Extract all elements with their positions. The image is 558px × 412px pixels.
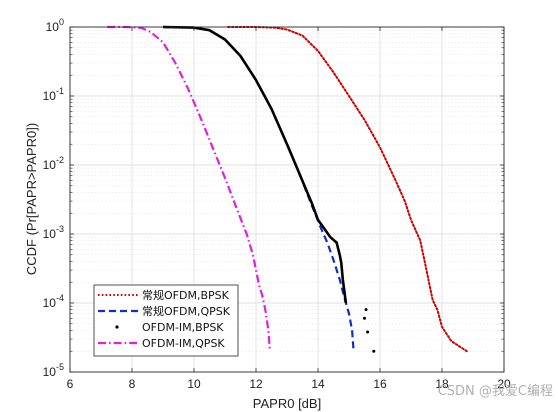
legend-label-2: OFDM-IM,BPSK xyxy=(142,321,224,334)
grid-minor xyxy=(70,29,504,352)
legend-swatch-2 xyxy=(115,325,119,329)
y-tick-base: 10 xyxy=(43,365,57,379)
series-layer xyxy=(107,25,468,353)
y-tick-label: 10-1 xyxy=(43,86,64,103)
plot-frame xyxy=(69,26,505,373)
y-tick-exponent: -4 xyxy=(56,293,64,303)
x-tick-label: 6 xyxy=(67,377,74,391)
x-tick-label: 8 xyxy=(129,377,136,391)
y-tick-base: 10 xyxy=(43,158,57,172)
x-tick-labels: 6 8 10 12 14 16 18 20 xyxy=(67,377,511,391)
y-tick-exponent: -2 xyxy=(56,155,64,165)
axis-ticks xyxy=(69,26,505,373)
legend-entries: 常规OFDM,BPSK 常规OFDM,QPSK OFDM-IM,BPSK OFDM-I… xyxy=(98,288,231,350)
y-tick-label: 100 xyxy=(46,17,64,34)
y-tick-exponent: -1 xyxy=(56,86,64,96)
series-line-2 xyxy=(162,25,348,304)
x-tick-label: 10 xyxy=(187,377,201,391)
watermark: CSDN @我爱C编程 xyxy=(438,384,553,399)
legend-label-3: OFDM-IM,QPSK xyxy=(142,337,225,350)
legend-box xyxy=(93,284,239,357)
y-tick-base: 10 xyxy=(43,227,57,241)
series-point-2 xyxy=(372,349,376,353)
x-tick-label: 20 xyxy=(497,377,511,391)
series-line-0 xyxy=(227,26,468,353)
legend-label-0: 常规OFDM,BPSK xyxy=(142,288,230,302)
legend: 常规OFDM,BPSK 常规OFDM,QPSK OFDM-IM,BPSK OFDM-I… xyxy=(93,284,239,357)
x-tick-label: 12 xyxy=(249,377,263,391)
x-axis-label: PAPR0 [dB] xyxy=(253,396,321,411)
y-axis-label: CCDF (Pr[PAPR>PAPR0]) xyxy=(24,123,39,275)
y-tick-base: 10 xyxy=(46,20,60,34)
series-point-2 xyxy=(364,308,368,312)
y-tick-base: 10 xyxy=(43,89,57,103)
y-tick-exponent: -5 xyxy=(56,362,64,372)
y-tick-label: 10-2 xyxy=(43,155,64,172)
legend-label-1: 常规OFDM,QPSK xyxy=(142,304,231,318)
x-tick-label: 16 xyxy=(373,377,387,391)
y-tick-exponent: 0 xyxy=(59,17,64,27)
series-point-2 xyxy=(363,316,366,320)
series-line-3 xyxy=(107,25,271,352)
y-tick-base: 10 xyxy=(43,296,57,310)
x-tick-label: 14 xyxy=(311,377,325,391)
y-tick-label: 10-3 xyxy=(43,224,64,241)
y-tick-exponent: -3 xyxy=(56,224,64,234)
y-tick-label: 10-4 xyxy=(43,293,64,310)
series-point-2 xyxy=(366,330,370,334)
x-tick-label: 18 xyxy=(435,377,449,391)
y-tick-label: 10-5 xyxy=(43,362,64,379)
